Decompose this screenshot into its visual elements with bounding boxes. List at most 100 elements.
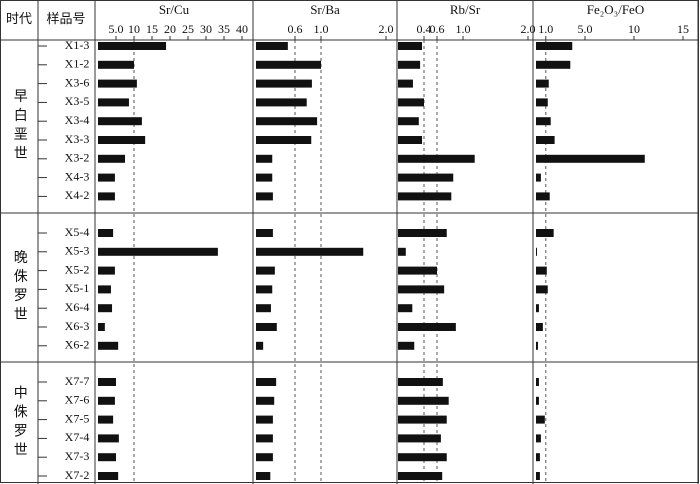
era-label: 早白垩世 (12, 89, 28, 165)
era-label: 中侏罗世 (12, 385, 28, 461)
x-tick-label: 15 (146, 22, 158, 36)
bar (256, 98, 307, 107)
sample-label: X6-2 (65, 338, 90, 352)
bar (256, 117, 318, 126)
bar (256, 453, 273, 462)
bar (398, 98, 424, 107)
bar (98, 378, 116, 386)
bar (98, 341, 119, 350)
bar (536, 117, 551, 126)
bar (536, 415, 545, 424)
panel-title: Rb/Sr (450, 2, 481, 17)
sample-label: X4-2 (65, 188, 90, 202)
bar (398, 472, 443, 480)
bar (98, 192, 115, 201)
bar (536, 42, 573, 50)
sample-label: X3-5 (65, 94, 90, 108)
sample-label: X1-2 (65, 57, 90, 71)
x-tick-label: 0.6 (288, 22, 303, 36)
x-tick-label: 0.6 (430, 22, 445, 36)
x-tick-label: 30 (200, 22, 212, 36)
sample-label: X3-3 (65, 132, 90, 146)
bar (398, 378, 443, 386)
bar (256, 323, 277, 331)
sample-label: X7-7 (65, 374, 90, 388)
bar (98, 136, 146, 144)
bar (98, 472, 119, 480)
x-tick-label: 10 (628, 22, 640, 36)
bar (398, 453, 447, 462)
bar (536, 79, 549, 88)
bar (98, 154, 125, 163)
header: 时代 (6, 11, 32, 26)
bar (536, 396, 539, 405)
sample-label: X1-3 (65, 38, 90, 52)
bar (398, 247, 406, 256)
bar (398, 285, 445, 294)
bar (398, 60, 421, 69)
panel-title: Sr/Ba (310, 2, 340, 17)
bar (98, 453, 116, 462)
sample-label: X5-1 (65, 281, 90, 295)
bar (256, 378, 277, 386)
x-tick-label: 1.0 (456, 22, 471, 36)
x-tick-label: 5.0 (578, 22, 593, 36)
bar (398, 229, 447, 237)
bar (398, 42, 423, 50)
bar (536, 136, 555, 144)
sample-label: X7-4 (65, 430, 90, 444)
x-tick-label: 20 (164, 22, 176, 36)
bar (536, 229, 554, 237)
bar (398, 266, 437, 275)
bar (536, 98, 548, 107)
bar (98, 173, 115, 182)
sample-label: X7-2 (65, 468, 90, 482)
sample-label: X3-6 (65, 75, 90, 89)
bar (398, 396, 449, 405)
bar (256, 154, 273, 163)
bar (398, 434, 441, 443)
x-tick-label: 1.0 (314, 22, 329, 36)
sample-label: X5-4 (65, 225, 90, 239)
x-tick-label: 15 (677, 22, 689, 36)
bar (256, 192, 273, 201)
bar (256, 247, 364, 256)
bar (98, 79, 137, 88)
bar (98, 247, 218, 256)
bar (398, 323, 456, 331)
bar (98, 229, 114, 237)
bar (398, 304, 413, 313)
bar (536, 247, 537, 256)
bar (536, 304, 539, 313)
x-tick-label: 2.0 (521, 22, 536, 36)
bar (256, 304, 271, 313)
sample-label: X5-2 (65, 262, 90, 276)
bar (98, 117, 142, 126)
bar (98, 42, 167, 50)
bar (256, 79, 312, 88)
bar (536, 323, 543, 331)
bar (398, 341, 415, 350)
sample-label: X3-4 (65, 113, 90, 127)
sample-label: X5-3 (65, 244, 90, 258)
bar (256, 285, 273, 294)
sample-label: X7-5 (65, 411, 90, 425)
sample-label: X7-3 (65, 449, 90, 463)
bar (98, 304, 113, 313)
bar (256, 415, 273, 424)
bar (256, 341, 264, 350)
bar (398, 192, 452, 201)
bar (536, 173, 541, 182)
bar (256, 173, 273, 182)
bar (398, 173, 454, 182)
bar (98, 323, 105, 331)
x-tick-label: 35 (218, 22, 230, 36)
era-label: 晚侏罗世 (12, 250, 28, 326)
bar (536, 434, 541, 443)
x-tick-label: 0.4 (417, 22, 432, 36)
bar (536, 60, 571, 69)
bar (398, 415, 447, 424)
bar (536, 285, 548, 294)
